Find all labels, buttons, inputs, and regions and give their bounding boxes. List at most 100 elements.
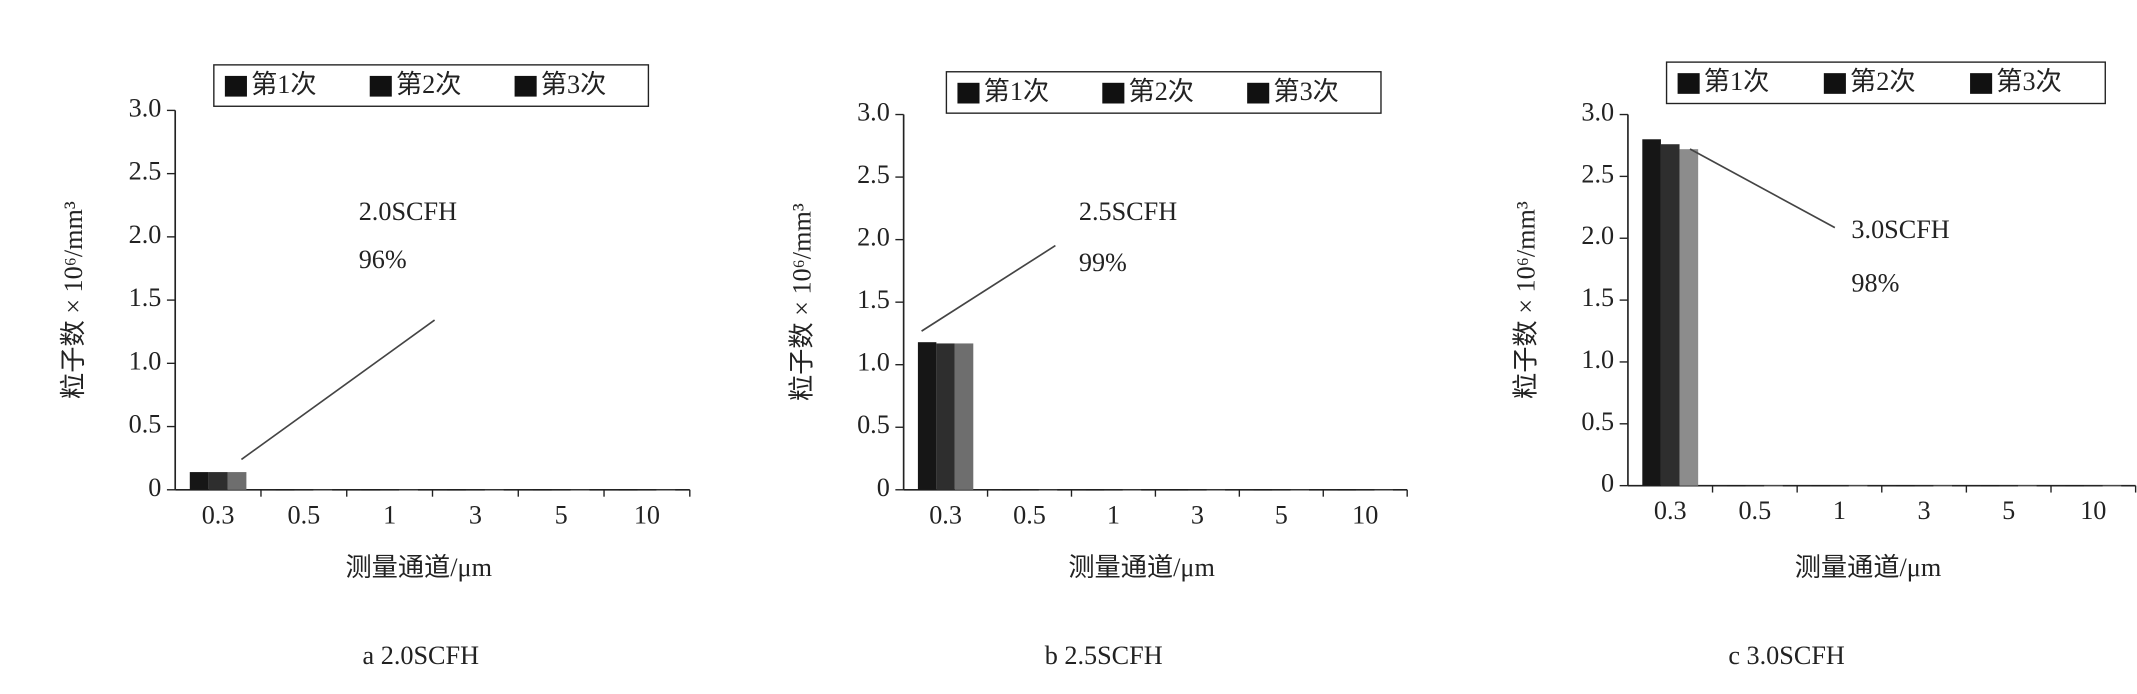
bar: [361, 489, 381, 491]
legend-swatch: [369, 75, 392, 97]
bar: [1020, 489, 1039, 491]
x-tick-label: 5: [2002, 496, 2015, 525]
bar: [1188, 489, 1207, 491]
bar: [551, 489, 571, 491]
legend-label: 第1次: [251, 70, 317, 99]
y-tick-label: 1.0: [1581, 345, 1614, 374]
y-tick-label: 0: [877, 473, 890, 502]
annotation: 2.0SCFH: [359, 197, 457, 226]
y-tick-label: 2.0: [1581, 221, 1614, 250]
x-tick-label: 0.3: [202, 500, 235, 529]
y-tick-label: 2.5: [857, 160, 890, 189]
bar: [1355, 489, 1375, 491]
x-axis-label: 测量通道/μm: [1068, 553, 1215, 582]
caption: c 3.0SCFH: [1728, 641, 1845, 670]
legend-label: 第2次: [396, 70, 462, 99]
annotation: 2.5SCFH: [1079, 197, 1177, 226]
bar: [294, 489, 314, 491]
y-tick-label: 1.0: [857, 348, 890, 377]
x-tick-label: 3: [1918, 496, 1931, 525]
legend-swatch: [1677, 73, 1700, 94]
bar: [484, 489, 504, 491]
bar: [1914, 485, 1934, 487]
y-tick-label: 2.0: [857, 223, 890, 252]
bar: [936, 343, 955, 490]
bar: [1642, 139, 1661, 486]
legend-swatch: [1247, 82, 1270, 104]
x-tick-label: 0.5: [287, 500, 320, 529]
legend-swatch: [514, 75, 537, 97]
y-axis-label: 粒子数 × 10⁶/mm³: [59, 201, 88, 399]
x-tick-label: 3: [1191, 500, 1204, 529]
bar: [1830, 485, 1849, 487]
y-tick-label: 0.5: [1581, 407, 1614, 436]
legend-box: [213, 64, 650, 107]
bar: [2102, 485, 2122, 487]
bar: [399, 489, 418, 491]
legend-swatch: [1102, 82, 1125, 104]
bar: [380, 489, 400, 491]
bar: [1104, 489, 1123, 491]
y-tick-label: 3.0: [857, 98, 890, 127]
legend-box: [945, 71, 1382, 114]
legend-label: 第3次: [1996, 67, 2062, 96]
bar: [465, 489, 485, 491]
caption: b 2.5SCFH: [1045, 641, 1163, 670]
bar: [1848, 485, 1868, 487]
bar: [1169, 489, 1189, 491]
x-tick-label: 10: [2080, 496, 2106, 525]
bar: [1999, 485, 2019, 487]
bar: [1122, 489, 1142, 491]
bar: [1660, 144, 1680, 486]
bar: [1980, 485, 2000, 487]
x-tick-label: 10: [1352, 500, 1378, 529]
annotation: 3.0SCFH: [1851, 215, 1949, 244]
y-axis-label: 粒子数 × 10⁶/mm³: [1512, 201, 1541, 399]
y-tick-label: 0.5: [129, 410, 162, 439]
x-tick-label: 1: [1107, 500, 1120, 529]
annotation-line: [921, 244, 1056, 332]
bar: [1206, 489, 1226, 491]
bar: [656, 489, 676, 491]
bar: [2084, 485, 2103, 487]
x-tick-label: 5: [1275, 500, 1288, 529]
x-tick-label: 5: [555, 500, 568, 529]
annotation: 98%: [1851, 269, 1899, 298]
bar: [1290, 489, 1309, 491]
y-tick-label: 0: [1601, 469, 1614, 498]
bar: [1085, 489, 1105, 491]
y-tick-label: 1.5: [857, 285, 890, 314]
bar: [570, 489, 590, 491]
bar: [208, 472, 228, 490]
bar: [1745, 485, 1765, 487]
legend-label: 第3次: [1273, 77, 1339, 106]
bar: [1726, 485, 1746, 487]
y-tick-label: 3.0: [1581, 98, 1614, 127]
bar: [1253, 489, 1273, 491]
bar: [189, 472, 209, 490]
legend-swatch: [1823, 73, 1846, 94]
y-tick-label: 2.0: [129, 220, 162, 249]
y-tick-label: 1.0: [129, 346, 162, 375]
bar: [227, 472, 247, 490]
bar: [1272, 489, 1291, 491]
bar: [2065, 485, 2085, 487]
bar: [1933, 485, 1953, 487]
bar: [637, 489, 657, 491]
x-tick-label: 3: [469, 500, 482, 529]
legend-label: 第1次: [984, 77, 1050, 106]
x-axis-label: 测量通道/μm: [1795, 553, 1942, 582]
bar: [917, 342, 937, 490]
bar: [532, 489, 552, 491]
legend-swatch: [224, 75, 247, 97]
x-tick-label: 0.5: [1738, 496, 1771, 525]
x-tick-label: 10: [634, 500, 660, 529]
legend-swatch: [1970, 73, 1993, 94]
annotation-line: [240, 319, 436, 461]
x-tick-label: 0.3: [929, 500, 962, 529]
bar: [618, 489, 638, 491]
annotation: 99%: [1079, 248, 1127, 277]
bar: [313, 489, 333, 491]
x-axis-label: 测量通道/μm: [345, 553, 492, 582]
